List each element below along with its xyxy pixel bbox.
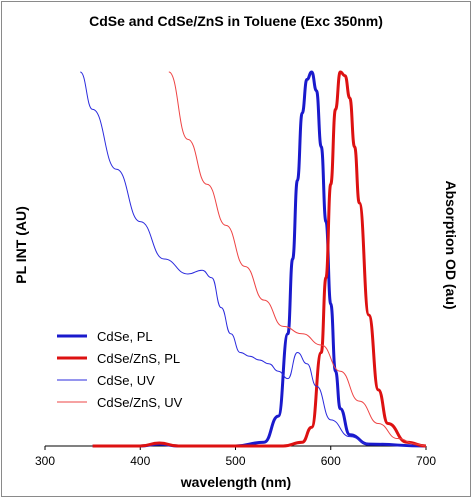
legend-label-1: CdSe, PL bbox=[97, 329, 153, 344]
chart-title: CdSe and CdSe/ZnS in Toluene (Exc 350nm) bbox=[89, 13, 383, 29]
series-line-4 bbox=[168, 71, 427, 447]
legend: CdSe, PL CdSe/ZnS, PL CdSe, UV CdSe/ZnS, UV bbox=[57, 329, 183, 410]
x-tick-label-400: 400 bbox=[130, 454, 150, 468]
x-axis-label: wavelength (nm) bbox=[180, 474, 291, 490]
x-tick-label-700: 700 bbox=[416, 454, 436, 468]
y-axis-label-left: PL INT (AU) bbox=[13, 206, 29, 284]
series-layer bbox=[79, 70, 427, 448]
x-tick-label-600: 600 bbox=[321, 454, 341, 468]
axes: 300 400 500 600 700 bbox=[35, 445, 436, 468]
series-line-3 bbox=[79, 71, 369, 445]
legend-label-2: CdSe/ZnS, PL bbox=[97, 351, 180, 366]
series-line-1 bbox=[92, 70, 427, 448]
x-tick-label-300: 300 bbox=[35, 454, 55, 468]
legend-label-3: CdSe, UV bbox=[97, 373, 155, 388]
x-tick-label-500: 500 bbox=[225, 454, 245, 468]
y-axis-label-right: Absorption OD (au) bbox=[443, 180, 459, 309]
legend-label-4: CdSe/ZnS, UV bbox=[97, 395, 183, 410]
series-line-2 bbox=[92, 70, 427, 448]
